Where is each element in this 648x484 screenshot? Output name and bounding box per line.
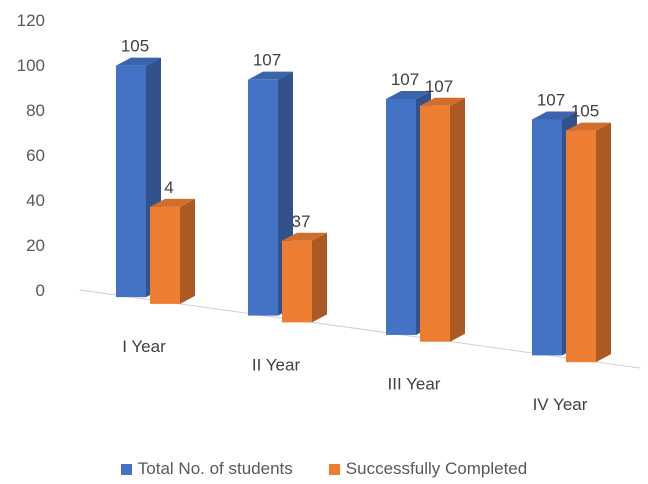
legend-label-completed: Successfully Completed xyxy=(345,459,528,478)
bar-top xyxy=(386,91,431,100)
y-tick-label: 60 xyxy=(26,146,45,165)
y-axis-ticks: 0 20 40 60 80 100 120 xyxy=(17,11,45,300)
bar-completed-2 xyxy=(282,232,327,323)
bar-front xyxy=(386,99,416,335)
bar-side xyxy=(312,232,327,323)
bar-side xyxy=(596,122,611,363)
bar-top xyxy=(150,198,195,207)
data-label: 107 xyxy=(537,90,565,109)
bar-total-2 xyxy=(248,71,293,316)
data-label: 37 xyxy=(292,212,311,231)
bar-top xyxy=(282,232,327,241)
y-tick-label: 20 xyxy=(26,236,45,255)
bar-front xyxy=(566,130,596,363)
data-label: 4 xyxy=(164,178,173,197)
bar-front xyxy=(420,105,450,342)
bar-side xyxy=(450,97,465,342)
data-label: 105 xyxy=(121,37,149,56)
bar-front xyxy=(282,240,312,323)
legend-item-completed: Successfully Completed xyxy=(328,459,528,479)
legend-item-total: Total No. of students xyxy=(120,459,293,479)
legend: Total No. of students Successfully Compl… xyxy=(0,456,648,482)
y-tick-label: 80 xyxy=(26,101,45,120)
bar-top xyxy=(566,122,611,131)
legend-swatch-total xyxy=(120,463,132,475)
bars-group xyxy=(116,57,611,363)
category-label: II Year xyxy=(252,355,301,374)
bar-front xyxy=(116,65,146,298)
legend-label-total: Total No. of students xyxy=(137,459,293,478)
data-labels-group: 105 4 107 37 107 107 107 105 xyxy=(121,37,599,231)
bar-front xyxy=(532,119,562,356)
bar-front xyxy=(248,79,278,316)
bar-completed-1 xyxy=(150,198,195,304)
bar-completed-4 xyxy=(566,122,611,363)
category-label: IV Year xyxy=(533,395,588,414)
category-labels-group: I Year II Year III Year IV Year xyxy=(122,337,588,414)
data-label: 107 xyxy=(425,77,453,96)
legend-swatch-completed xyxy=(328,463,340,475)
bar-top xyxy=(248,71,293,80)
y-tick-label: 40 xyxy=(26,191,45,210)
bar-completed-3 xyxy=(420,97,465,342)
bar-top xyxy=(116,57,161,66)
y-tick-label: 120 xyxy=(17,11,45,30)
bar-top xyxy=(420,97,465,106)
data-label: 107 xyxy=(391,70,419,89)
y-tick-label: 0 xyxy=(36,281,45,300)
category-label: I Year xyxy=(122,337,166,356)
bar-side xyxy=(180,198,195,304)
bar-front xyxy=(150,206,180,304)
y-tick-label: 100 xyxy=(17,56,45,75)
bar-top xyxy=(532,111,577,120)
data-label: 107 xyxy=(253,51,281,70)
data-label: 105 xyxy=(571,102,599,121)
category-label: III Year xyxy=(388,375,441,394)
